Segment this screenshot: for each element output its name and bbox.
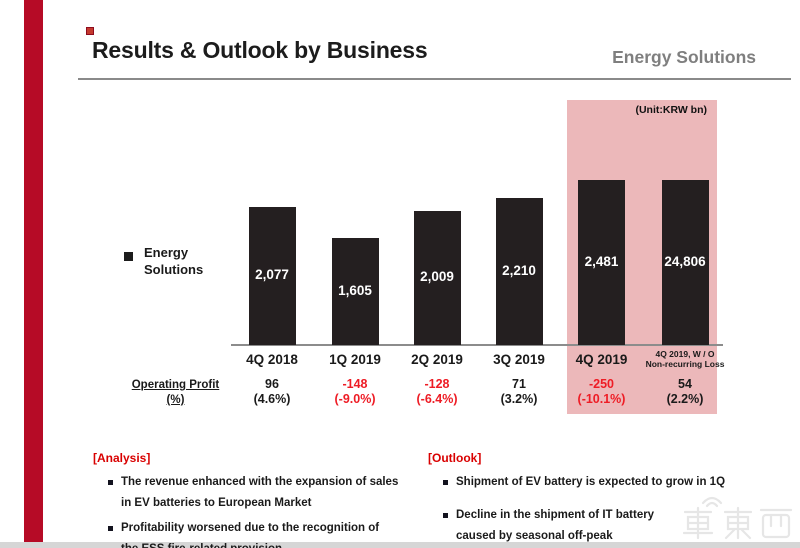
bullet-item: Decline in the shipment of IT battery ca… xyxy=(443,505,758,547)
operating-profit-value: -128 xyxy=(424,377,450,391)
bullet-text: Decline in the shipment of IT battery ca… xyxy=(456,509,655,542)
x-axis-line xyxy=(231,344,723,346)
bullet-item: Shipment of EV battery is expected to gr… xyxy=(443,472,758,493)
section-title: Energy Solutions xyxy=(612,47,756,67)
x-axis-label: 4Q 2018 xyxy=(246,352,298,367)
watermark-logo xyxy=(682,492,795,542)
bullet-text: Profitability worsened due to the recogn… xyxy=(121,522,380,548)
outlook-heading: [Outlook] xyxy=(428,451,482,465)
bullet-item: The revenue enhanced with the expansion … xyxy=(108,472,423,514)
x-axis-label: 3Q 2019 xyxy=(493,352,545,367)
chart-bar xyxy=(248,207,296,345)
operating-profit-pct: (-9.0%) xyxy=(334,392,376,406)
title-bullet-square-icon xyxy=(86,27,94,35)
analysis-heading: [Analysis] xyxy=(93,451,151,465)
watermark-glyphs-icon xyxy=(682,496,793,540)
chart-bar xyxy=(495,198,543,345)
chart-bar xyxy=(413,211,461,345)
legend-label: Energy Solutions xyxy=(144,245,204,277)
operating-profit-pct-label: (%) xyxy=(166,394,185,406)
chart-bar xyxy=(578,180,625,345)
bar-value-label: 2,009 xyxy=(420,269,454,284)
operating-profit-pct: (-10.1%) xyxy=(577,392,626,406)
operating-profit-value: 96 xyxy=(265,377,279,391)
x-axis-label: 2Q 2019 xyxy=(411,352,463,367)
x-axis-label: 4Q 2019, W / O Non-recurring Loss xyxy=(645,349,725,369)
operating-profit-pct: (4.6%) xyxy=(253,392,291,406)
bullet-square-icon xyxy=(443,480,448,485)
operating-profit-value: -250 xyxy=(588,377,615,391)
title-rule xyxy=(78,78,791,80)
x-axis-label: 1Q 2019 xyxy=(329,352,381,367)
operating-profit-pct: (-6.4%) xyxy=(416,392,458,406)
bullet-square-icon xyxy=(443,513,448,518)
bar-value-label: 2,077 xyxy=(255,267,289,282)
operating-profit-pct: (3.2%) xyxy=(500,392,538,406)
bottom-strip xyxy=(0,542,800,548)
analysis-bullets: The revenue enhanced with the expansion … xyxy=(108,472,423,548)
chart-legend: Energy Solutions xyxy=(124,244,203,279)
operating-profit-value: -148 xyxy=(342,377,368,391)
chart-bar xyxy=(331,238,379,345)
bullet-square-icon xyxy=(108,526,113,531)
legend-square-icon xyxy=(124,252,133,261)
bar-value-label: 1,605 xyxy=(338,282,372,298)
left-accent-bar xyxy=(24,0,43,542)
operating-profit-value: 54 xyxy=(678,377,692,391)
bar-value-label: 2,210 xyxy=(502,262,536,278)
operating-profit-row-label: Operating Profit (%) xyxy=(117,378,234,408)
slide-title: Results & Outlook by Business xyxy=(92,37,428,63)
bullet-text: The revenue enhanced with the expansion … xyxy=(121,476,399,509)
outlook-bullets: Shipment of EV battery is expected to gr… xyxy=(443,472,758,547)
unit-label: (Unit:KRW bn) xyxy=(635,104,707,116)
operating-profit-label: Operating Profit xyxy=(131,379,220,391)
chart-bar xyxy=(661,180,709,345)
analysis-section: [Analysis] The revenue enhanced with the… xyxy=(93,451,423,548)
bullet-item: Profitability worsened due to the recogn… xyxy=(108,518,423,548)
operating-profit-pct: (2.2%) xyxy=(666,392,704,406)
bar-value-label: 24,806 xyxy=(664,253,706,269)
operating-profit-value: 71 xyxy=(512,377,526,391)
bullet-text: Shipment of EV battery is expected to gr… xyxy=(456,476,726,488)
bar-value-label: 2,481 xyxy=(584,253,619,269)
bullet-square-icon xyxy=(108,480,113,485)
x-axis-label: 4Q 2019 xyxy=(575,352,628,367)
outlook-section: [Outlook] Shipment of EV battery is expe… xyxy=(428,451,758,548)
